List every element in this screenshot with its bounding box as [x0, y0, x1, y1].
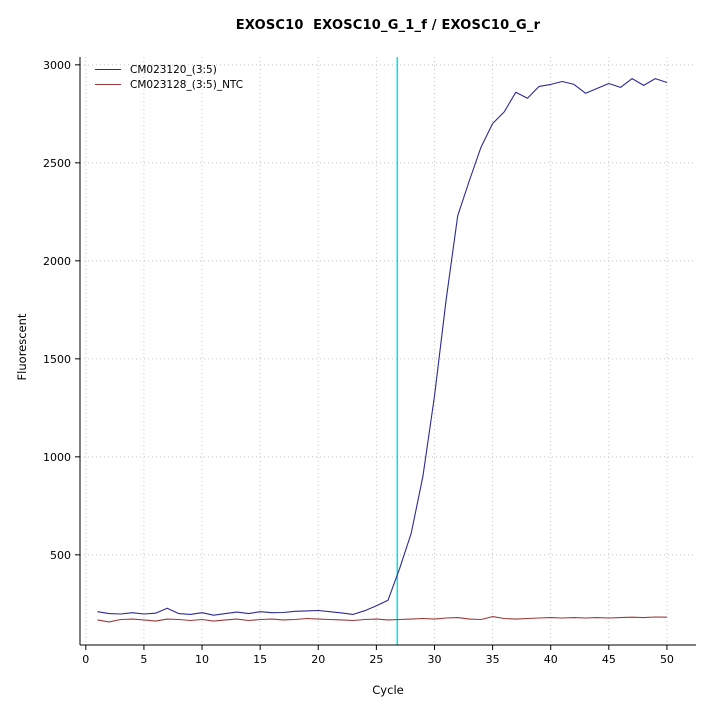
axes: 0 5 10 15 20 25 30 35 40 45 50 500 1000 1500 2000 2500 3… [43, 57, 696, 666]
gridlines [80, 57, 696, 645]
series-line-1 [97, 616, 667, 623]
y-tick-label: 2000 [43, 255, 71, 268]
legend: CM023120_(3:5) CM023128_(3:5)_NTC [95, 62, 243, 92]
x-tick-label: 50 [660, 653, 674, 666]
x-axis-label: Cycle [372, 683, 404, 697]
x-tick-label: 40 [544, 653, 558, 666]
x-tick-label: 15 [253, 653, 267, 666]
y-tick-label: 1000 [43, 451, 71, 464]
legend-item-ntc: CM023128_(3:5)_NTC [95, 77, 243, 92]
legend-line-ntc [95, 84, 121, 85]
x-tick-label: 25 [369, 653, 383, 666]
legend-line-sample [95, 69, 121, 70]
legend-label-ntc: CM023128_(3:5)_NTC [130, 78, 244, 91]
chart-title: EXOSC10 EXOSC10_G_1_f / EXOSC10_G_r [235, 18, 541, 33]
y-tick-label: 3000 [43, 59, 71, 72]
y-tick-label: 2500 [43, 157, 71, 170]
x-tick-label: 20 [311, 653, 325, 666]
legend-item-sample: CM023120_(3:5) [95, 62, 243, 77]
x-tick-label: 10 [195, 653, 209, 666]
series-line-0 [97, 78, 668, 616]
x-tick-label: 30 [427, 653, 441, 666]
x-tick-label: 45 [602, 653, 616, 666]
y-tick-label: 500 [50, 549, 71, 562]
x-tick-label: 0 [82, 653, 89, 666]
series-lines [97, 78, 668, 623]
x-tick-label: 35 [486, 653, 500, 666]
y-tick-label: 1500 [43, 353, 71, 366]
legend-label-sample: CM023120_(3:5) [130, 63, 217, 76]
x-tick-label: 5 [140, 653, 147, 666]
